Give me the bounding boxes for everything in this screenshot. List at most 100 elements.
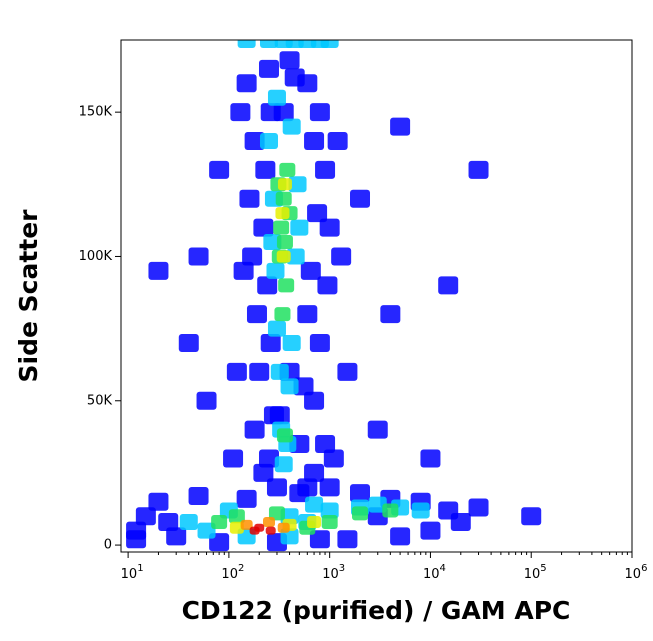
density-cell: [521, 507, 542, 526]
tick-base: 10: [625, 567, 642, 582]
density-cell: [320, 502, 339, 519]
density-cell: [277, 522, 290, 533]
density-cell: [229, 521, 244, 534]
density-cell: [244, 132, 265, 151]
x-tick-label: 103: [322, 563, 345, 582]
density-cell: [350, 484, 371, 503]
density-cell: [258, 449, 279, 468]
density-cell: [266, 478, 287, 497]
density-cell: [309, 103, 330, 122]
density-cell: [188, 487, 209, 506]
density-cell: [230, 103, 251, 122]
density-cell: [263, 234, 282, 251]
density-cell: [307, 204, 328, 223]
density-cell: [390, 117, 411, 136]
density-cell: [300, 261, 321, 280]
density-cell: [305, 496, 324, 513]
density-cell: [276, 250, 291, 263]
density-cell: [274, 456, 293, 473]
y-tick-label: 0: [104, 538, 112, 553]
density-cell: [236, 489, 257, 508]
plot-marks: [126, 40, 542, 552]
density-cell: [249, 526, 260, 535]
density-cell: [249, 362, 270, 381]
density-cell: [273, 220, 290, 235]
density-cell: [135, 507, 156, 526]
density-cell: [275, 207, 290, 220]
y-tick-label: 50K: [87, 393, 113, 408]
density-cell: [228, 509, 245, 524]
tick-exponent: 4: [440, 563, 446, 574]
density-cell: [367, 420, 388, 439]
density-cell: [269, 406, 290, 425]
density-cell: [197, 522, 216, 539]
density-cell: [368, 496, 387, 513]
density-cell: [290, 219, 309, 236]
density-cell: [244, 420, 265, 439]
density-cell: [257, 276, 278, 295]
y-axis-title: Side Scatter: [14, 209, 43, 383]
y-tick-label: 100K: [79, 249, 113, 264]
density-cell: [255, 160, 276, 179]
tick-exponent: 1: [137, 563, 143, 574]
tick-exponent: 2: [238, 563, 244, 574]
tick-exponent: 5: [540, 563, 546, 574]
density-cell: [196, 391, 217, 410]
density-cell: [253, 463, 274, 482]
x-axis-title: CD122 (purified) / GAM APC: [182, 596, 571, 625]
density-cell: [282, 118, 301, 135]
density-cell: [259, 133, 278, 150]
density-cell: [282, 335, 301, 352]
tick-exponent: 3: [339, 563, 345, 574]
density-cell: [350, 189, 371, 208]
density-cell: [268, 506, 285, 521]
x-tick-label: 101: [121, 563, 144, 582]
density-cell: [242, 247, 263, 266]
tick-base: 10: [322, 567, 339, 582]
density-cell: [337, 362, 358, 381]
density-cell: [265, 526, 276, 535]
density-cell: [315, 435, 336, 454]
density-cell: [420, 521, 441, 540]
density-cell: [297, 305, 318, 324]
density-cell: [279, 162, 296, 177]
density-cell: [239, 189, 260, 208]
density-cell: [178, 334, 199, 353]
density-cell: [223, 449, 244, 468]
density-cell: [273, 103, 294, 122]
density-cell: [321, 514, 338, 529]
density-cell: [179, 513, 198, 530]
density-cell: [278, 278, 295, 293]
density-cell: [284, 68, 305, 87]
density-cell: [390, 527, 411, 546]
tick-base: 10: [524, 567, 541, 582]
density-cell: [288, 176, 307, 193]
tick-base: 10: [121, 567, 138, 582]
density-cell: [188, 247, 209, 266]
density-cell: [262, 516, 275, 527]
density-cell: [307, 515, 322, 528]
density-cell: [275, 191, 292, 206]
density-cell: [289, 484, 310, 503]
density-cell: [320, 40, 339, 48]
density-cell: [304, 463, 325, 482]
density-cell: [148, 492, 169, 511]
density-cell: [276, 428, 293, 443]
density-cell: [411, 502, 430, 519]
density-cell: [309, 530, 330, 549]
density-cell: [468, 498, 489, 517]
density-cell: [259, 40, 278, 48]
density-cell: [233, 261, 254, 280]
density-cell: [148, 261, 169, 280]
density-cell: [380, 305, 401, 324]
density-cell: [270, 363, 289, 380]
density-cell: [309, 334, 330, 353]
density-cell: [277, 178, 292, 191]
density-cell: [266, 262, 285, 279]
density-cell: [211, 514, 228, 529]
density-cell: [315, 160, 336, 179]
density-cell: [267, 89, 286, 106]
density-cell: [304, 391, 325, 410]
density-cell: [352, 506, 369, 521]
